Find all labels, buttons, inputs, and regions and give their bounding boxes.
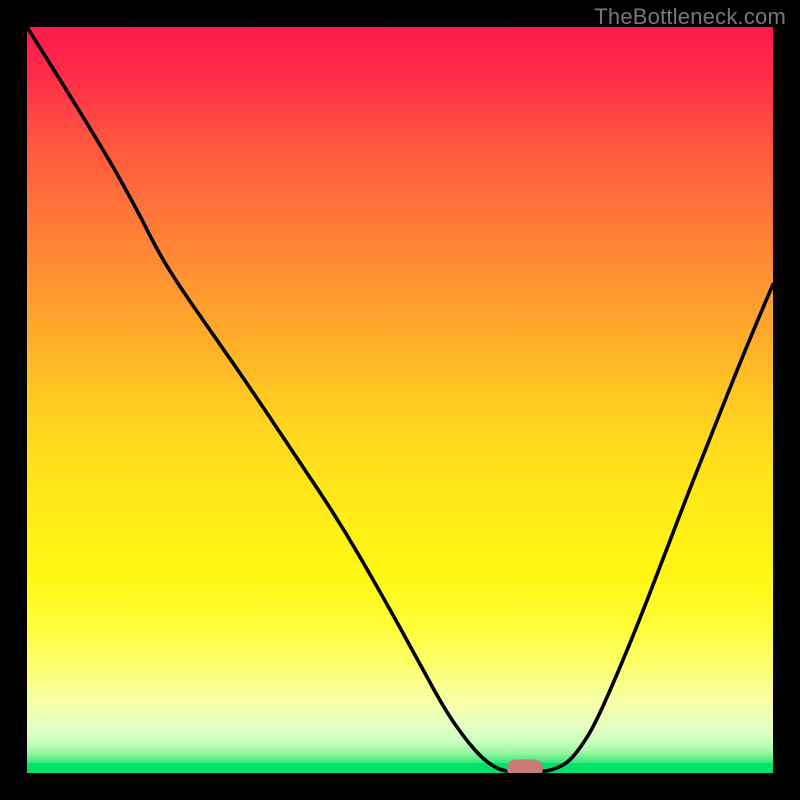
- optimum-marker: [507, 760, 543, 778]
- bottleneck-chart: [0, 0, 800, 800]
- chart-min-strip: [27, 763, 773, 773]
- watermark-text: TheBottleneck.com: [594, 4, 786, 30]
- chart-background-gradient: [27, 27, 773, 773]
